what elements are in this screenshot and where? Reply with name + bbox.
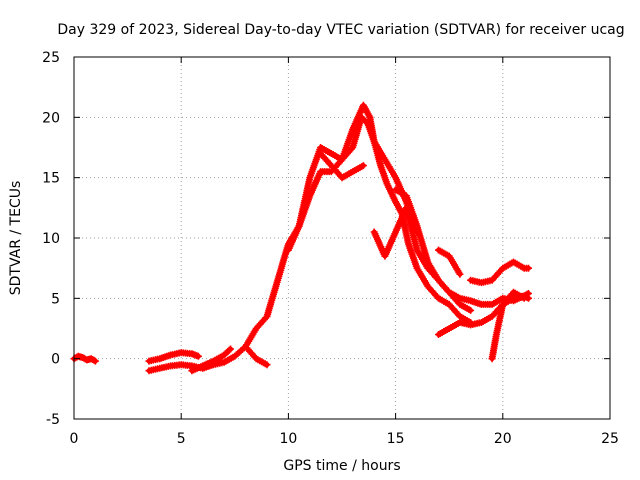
series-track-7 [317, 150, 367, 182]
series-track-3 [145, 349, 202, 365]
data-point [194, 352, 202, 360]
y-tick-label: 20 [42, 110, 60, 126]
y-tick-label: 15 [42, 171, 60, 187]
x-tick-label: 0 [70, 431, 79, 447]
grid-layer [74, 57, 610, 419]
data-point [91, 357, 99, 365]
data-point [263, 361, 271, 369]
series-layer [70, 101, 532, 375]
series-track-6 [284, 113, 421, 254]
y-tick-label: 0 [51, 352, 60, 368]
data-point [225, 346, 233, 354]
data-point [227, 345, 234, 353]
y-tick-label: 25 [42, 50, 60, 66]
series-track-13 [488, 290, 532, 363]
tick-layer: 0 5 10 15 20 25 -5 0 5 10 15 20 25 [42, 50, 619, 447]
y-axis-title: SDTVAR / TECUs [8, 181, 24, 296]
data-point [456, 270, 464, 278]
x-tick-label: 20 [494, 431, 512, 447]
series-track-5 [242, 343, 271, 369]
x-tick-label: 10 [279, 431, 297, 447]
x-tick-label: 25 [601, 431, 619, 447]
data-point [359, 162, 367, 170]
y-tick-label: -5 [46, 412, 60, 428]
data-point [90, 356, 98, 364]
x-axis-title: GPS time / hours [283, 458, 400, 474]
x-tick-label: 5 [177, 431, 186, 447]
series-track-10 [435, 246, 464, 278]
chart-title: Day 329 of 2023, Sidereal Day-to-day VTE… [57, 22, 624, 38]
series-track-9 [392, 186, 475, 314]
series-track-12 [467, 258, 532, 287]
series-track-4 [188, 345, 234, 375]
data-point [525, 264, 532, 272]
series-track-1 [70, 352, 99, 365]
y-tick-label: 5 [51, 291, 60, 307]
x-tick-label: 15 [387, 431, 405, 447]
data-point [467, 306, 475, 314]
data-point [525, 290, 532, 297]
y-tick-label: 10 [42, 231, 60, 247]
